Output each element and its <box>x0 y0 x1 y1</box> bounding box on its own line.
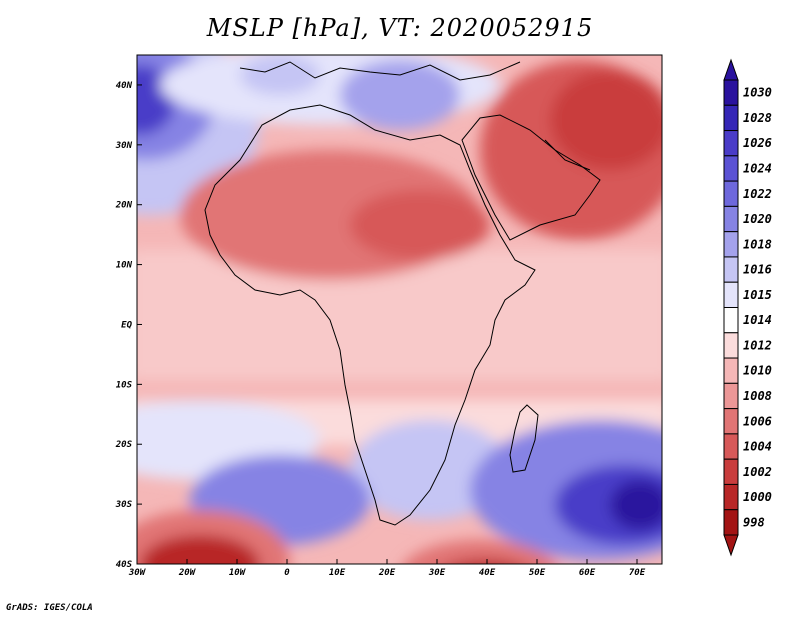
coastlines <box>204 61 601 526</box>
lat-tick-label: 40N <box>116 81 133 91</box>
colorbar-label: 1008 <box>743 389 772 403</box>
lon-tick-label: 70E <box>629 568 646 578</box>
colorbar-label: 998 <box>743 515 765 529</box>
latitude-axis: 40N 30N 20N 10N EQ 10S 20S 30S 40S <box>115 81 142 570</box>
colorbar-swatch <box>723 509 739 536</box>
madagascar-coastline <box>509 404 539 473</box>
colorbar-label: 1016 <box>743 263 772 277</box>
colorbar-label: 1030 <box>743 86 772 100</box>
longitude-axis: 30W 20W 10W 0 10E 20E 30E 40E 50E 60E 70E <box>128 559 646 578</box>
colorbar-swatch <box>723 130 739 157</box>
colorbar-label: 1026 <box>743 136 772 150</box>
colorbar-swatch <box>723 281 739 309</box>
lon-tick-label: 60E <box>579 568 596 578</box>
colorbar-swatch <box>723 357 739 384</box>
colorbar-swatch <box>723 231 739 258</box>
colorbar-swatch <box>723 155 739 182</box>
africa-coastline <box>204 104 536 526</box>
colorbar-swatch <box>723 79 739 106</box>
colorbar-swatch <box>723 180 739 207</box>
lat-tick-label: EQ <box>121 320 132 330</box>
colorbar-swatch <box>723 382 739 410</box>
colorbar-max-arrow <box>723 58 739 81</box>
colorbar-label: 1004 <box>743 440 772 454</box>
persian-gulf <box>544 139 591 171</box>
colorbar-label: 1015 <box>743 288 772 302</box>
colorbar-label: 1006 <box>743 414 772 428</box>
colorbar-swatch <box>723 433 739 460</box>
colorbar-swatch <box>723 458 739 485</box>
lon-tick-label: 0 <box>284 568 290 578</box>
lat-tick-label: 30S <box>115 500 133 510</box>
colorbar-label: 1022 <box>743 187 772 201</box>
chart-title: MSLP [hPa], VT: 2020052915 <box>206 14 594 42</box>
lon-tick-label: 50E <box>529 568 546 578</box>
colorbar-label: 1012 <box>743 338 772 352</box>
lon-tick-label: 10E <box>329 568 346 578</box>
lon-tick-label: 40E <box>479 568 496 578</box>
colorbar-swatch <box>723 332 739 359</box>
lat-tick-label: 20S <box>115 440 133 450</box>
credit-text: GrADS: IGES/COLA <box>6 603 93 613</box>
colorbar-label: 1020 <box>743 212 772 226</box>
lat-tick-label: 10S <box>116 380 133 390</box>
colorbar-label: 1010 <box>743 364 772 378</box>
lon-tick-label: 10W <box>229 568 247 578</box>
pressure-field <box>137 55 662 564</box>
colorbar-min-arrow <box>723 534 739 557</box>
europe-coastline <box>239 61 521 81</box>
colorbar-swatch <box>723 256 739 283</box>
colorbar-swatch <box>723 483 739 511</box>
lon-tick-label: 20W <box>178 568 197 578</box>
colorbar-label: 1002 <box>743 465 772 479</box>
colorbar-label: 1000 <box>743 490 772 504</box>
lat-tick-label: 20N <box>115 201 133 211</box>
lon-tick-label: 20E <box>378 568 396 578</box>
colorbar-label: 1014 <box>743 313 772 327</box>
lat-tick-label: 30N <box>115 141 133 151</box>
colorbar-label: 1024 <box>743 161 772 175</box>
colorbar-swatch <box>723 104 739 132</box>
lat-tick-label: 10N <box>116 261 133 271</box>
arabia-coastline <box>461 114 601 241</box>
colorbar-swatch <box>723 307 739 334</box>
colorbar-label: 1018 <box>743 237 772 251</box>
lon-tick-label: 30E <box>428 568 446 578</box>
lon-tick-label: 30W <box>128 568 147 578</box>
colorbar-swatch <box>723 205 739 233</box>
colorbar-label: 1028 <box>743 111 772 125</box>
colorbar-swatch <box>723 408 739 435</box>
lat-tick-label: 40S <box>116 560 133 570</box>
plot-frame <box>136 54 663 565</box>
